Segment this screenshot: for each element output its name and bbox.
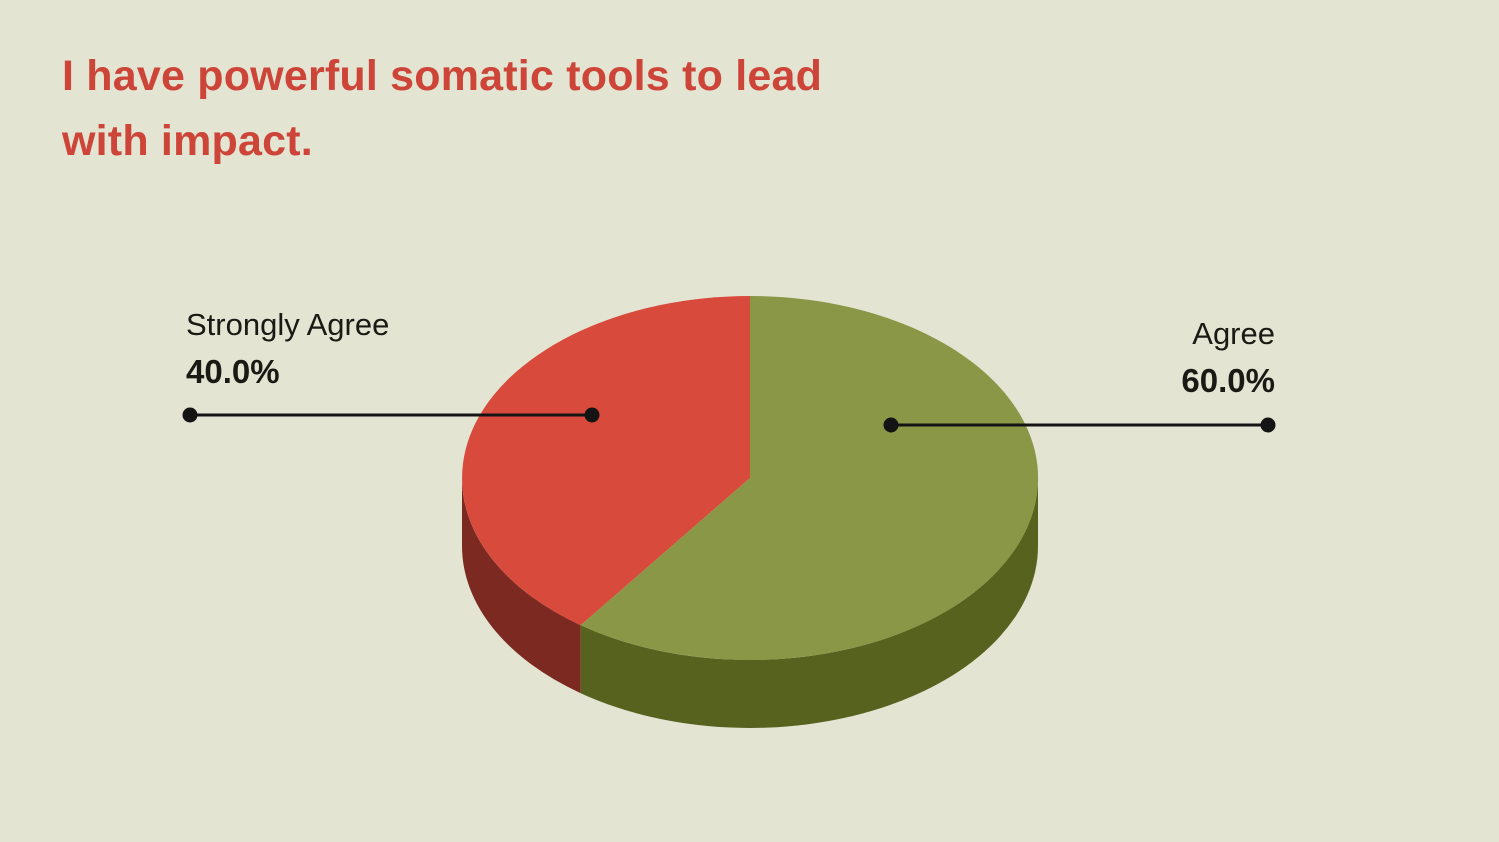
callout-strongly-agree-label: Strongly Agree <box>186 307 390 342</box>
leader-dot-agree-inner <box>1260 417 1276 433</box>
pie-slice-strongly-agree <box>462 296 750 626</box>
callout-strongly-agree: Strongly Agree 40.0% <box>186 303 389 396</box>
callout-agree: Agree 60.0% <box>1181 312 1275 405</box>
callout-strongly-agree-value: 40.0% <box>186 352 280 390</box>
leader-dot-strongly-agree-inner <box>584 407 600 423</box>
leader-dot-strongly-agree-outer <box>182 407 198 423</box>
callout-agree-label: Agree <box>1192 316 1275 351</box>
pie-slice-side-agree <box>580 478 1038 728</box>
callout-agree-value: 60.0% <box>1181 361 1275 399</box>
pie-slice-agree <box>580 296 1039 660</box>
leader-dot-agree-outer <box>883 417 899 433</box>
chart-title: I have powerful somatic tools to lead wi… <box>62 52 823 166</box>
pie-slice-side-strongly-agree <box>462 478 581 694</box>
